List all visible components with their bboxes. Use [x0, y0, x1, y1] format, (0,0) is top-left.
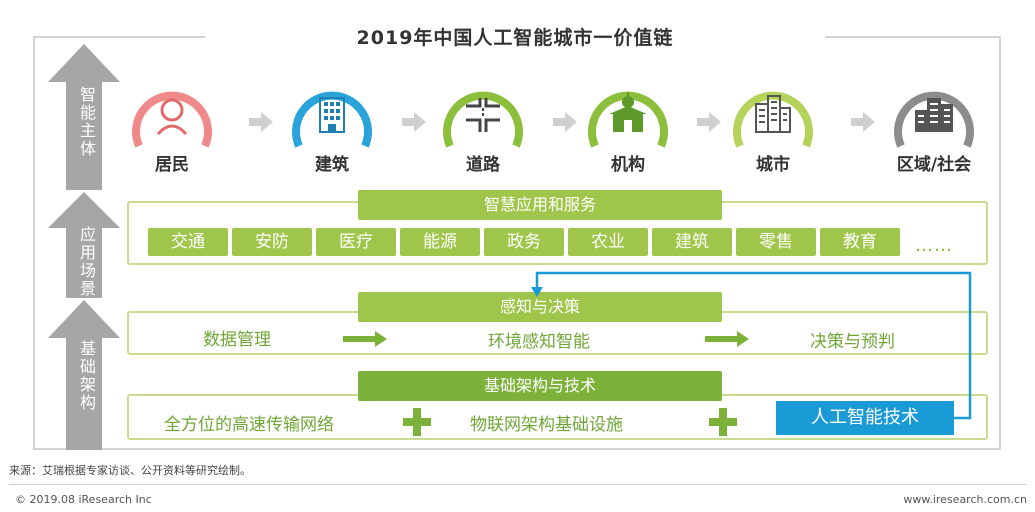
side-arrow-middle: [48, 192, 120, 298]
application-chip: 教育: [820, 228, 900, 256]
actor-label: 道路: [466, 155, 500, 175]
perception-arrow-2: [705, 331, 749, 347]
flow-arrow-1: [249, 112, 273, 132]
side-label-infrastructure: 基础架构: [79, 339, 96, 412]
flow-arrow-3: [553, 112, 577, 132]
application-chip: 能源: [400, 228, 480, 256]
source-note: 来源：艾瑞根据专家访谈、公开资料等研究绘制。: [9, 464, 251, 477]
applications-title: 智慧应用和服务: [358, 190, 722, 220]
applications-more: ……: [915, 235, 953, 256]
actor-label: 居民: [155, 155, 189, 175]
region-icon: [894, 91, 974, 148]
institution-icon: [588, 91, 668, 148]
actor-region: 区域/社会: [884, 76, 984, 175]
perception-step: 数据管理: [203, 330, 271, 350]
application-chip: 农业: [568, 228, 648, 256]
actor-building: 建筑: [282, 76, 382, 175]
footer-divider: [9, 484, 1026, 485]
plus-icon: [403, 408, 431, 436]
application-chip: 安防: [232, 228, 312, 256]
flow-arrow-2: [402, 112, 426, 132]
building-icon: [292, 91, 372, 148]
copyright-text: © 2019.08 iResearch Inc: [15, 493, 152, 506]
application-chip: 建筑: [652, 228, 732, 256]
city-icon: [733, 91, 813, 148]
infrastructure-title: 基础架构与技术: [358, 371, 722, 401]
actor-resident: 居民: [122, 76, 222, 175]
plus-icon: [709, 408, 737, 436]
actor-label: 建筑: [315, 155, 349, 175]
diagram-title: 2019年中国人工智能城市一价值链: [205, 20, 825, 56]
ai-technology-box: 人工智能技术: [776, 401, 954, 435]
application-chip: 零售: [736, 228, 816, 256]
actor-city: 城市: [723, 76, 823, 175]
perception-arrow-1: [343, 331, 387, 347]
application-chip: 政务: [484, 228, 564, 256]
flow-arrow-4: [697, 112, 721, 132]
perception-step: 环境感知智能: [488, 332, 590, 352]
application-chip: 交通: [148, 228, 228, 256]
infrastructure-item: 物联网架构基础设施: [470, 415, 623, 435]
side-label-scenarios: 应用场景: [79, 225, 96, 298]
side-arrow-top: [48, 44, 120, 190]
resident-icon: [132, 91, 212, 148]
actor-label: 区域/社会: [896, 155, 972, 175]
actor-label: 机构: [611, 155, 645, 175]
website-link[interactable]: www.iresearch.com.cn: [903, 493, 1027, 506]
road-icon: [443, 91, 523, 148]
actor-road: 道路: [433, 76, 533, 175]
infrastructure-item: 全方位的高速传输网络: [164, 415, 334, 435]
actor-label: 城市: [756, 155, 790, 175]
side-arrow-bottom: [48, 300, 120, 450]
flow-arrow-5: [851, 112, 875, 132]
actor-institution: 机构: [578, 76, 678, 175]
side-label-agents: 智能主体: [79, 85, 96, 158]
application-chip: 医疗: [316, 228, 396, 256]
perception-step: 决策与预判: [810, 332, 895, 352]
perception-title: 感知与决策: [358, 292, 722, 322]
